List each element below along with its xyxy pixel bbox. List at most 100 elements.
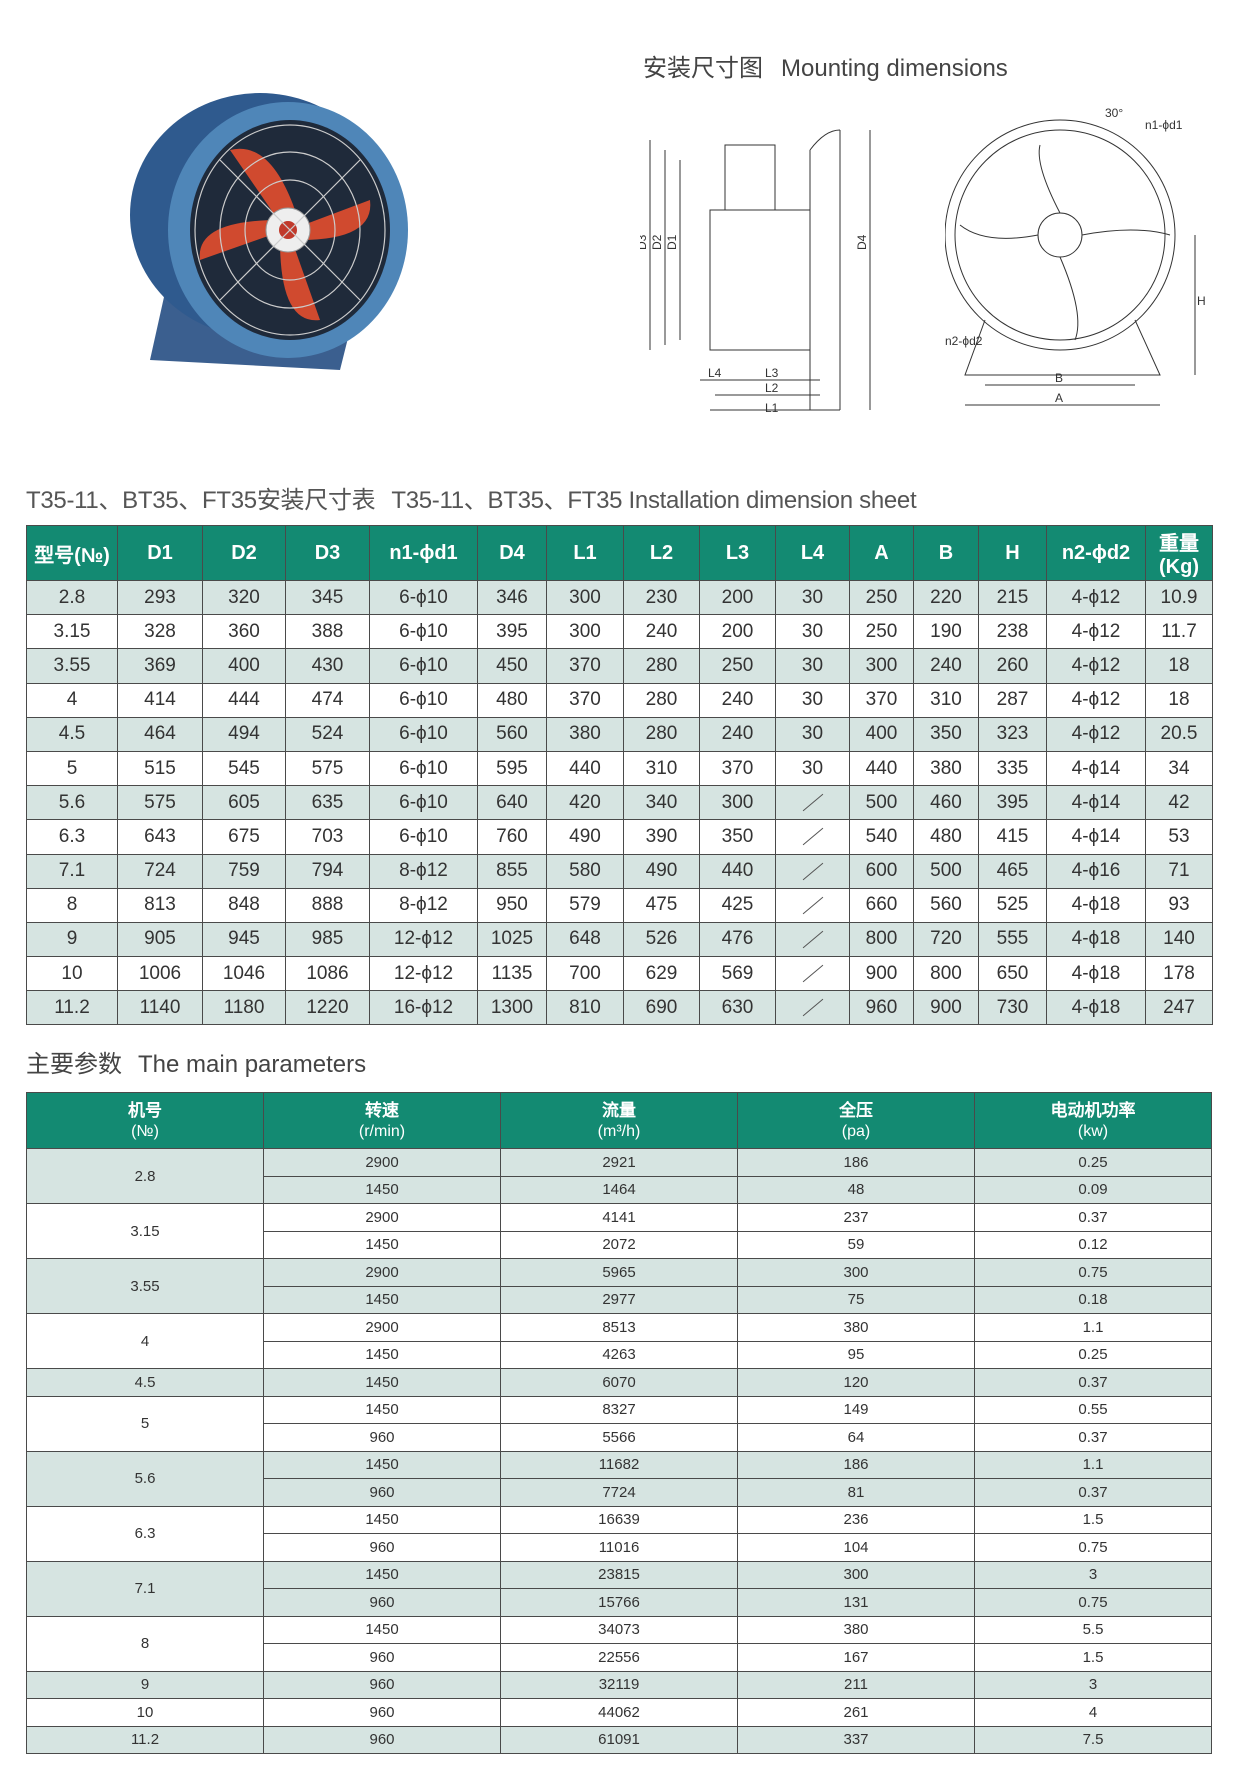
- table-row: 1450 2072 59 0.12: [27, 1230, 1212, 1259]
- table-cell: 540: [849, 819, 914, 855]
- table-cell: 0.75: [974, 1258, 1212, 1287]
- column-header: n1-ϕd1: [369, 525, 478, 581]
- label-l2: L2: [765, 381, 779, 395]
- table-cell: 178: [1145, 956, 1213, 992]
- table-row: 3.15 2900 4141 237 0.37: [26, 1203, 1212, 1259]
- table-cell: 30: [775, 579, 850, 616]
- table-cell: 16-ϕ12: [369, 990, 478, 1026]
- table-cell: 700: [546, 956, 624, 992]
- table-cell: 464: [117, 716, 203, 752]
- table-cell: 515: [117, 750, 203, 787]
- table-cell: 4-ϕ12: [1046, 716, 1146, 752]
- table-cell: 320: [202, 579, 286, 616]
- table-cell: 388: [285, 614, 370, 650]
- header-unit: (№): [131, 1122, 159, 1140]
- column-header: L4: [775, 525, 850, 581]
- table-cell: 34: [1145, 750, 1213, 787]
- table-cell-na: [775, 990, 850, 1026]
- table-cell: 444: [202, 682, 286, 718]
- table-cell: 595: [477, 750, 547, 787]
- table-cell: 888: [285, 887, 370, 923]
- table-cell: 430: [285, 648, 370, 684]
- table-cell: 575: [285, 750, 370, 787]
- table-cell: 1450: [263, 1340, 501, 1369]
- table-cell: 32119: [500, 1670, 738, 1699]
- table-cell: 1450: [263, 1505, 501, 1534]
- table-cell: 23815: [500, 1560, 738, 1589]
- label-n1d1: n1-ϕd1: [1145, 118, 1183, 132]
- table-cell: 475: [623, 887, 700, 923]
- table-cell: 3.15: [26, 614, 118, 650]
- table-cell: 660: [849, 887, 914, 923]
- table-row: 5.6 575 605 635 6-ϕ10 640 420 340 300 500 460 395 4-…: [26, 785, 1213, 821]
- table-cell: 30: [775, 614, 850, 650]
- table-cell: 4-ϕ14: [1046, 819, 1146, 855]
- table-row: 2.8 293 320 345 6-ϕ10 346 300 230 200 30 250 220 215…: [26, 579, 1213, 616]
- table-cell: 380: [737, 1313, 975, 1342]
- table-cell: 370: [849, 682, 914, 718]
- table-row: 7.1 724 759 794 8-ϕ12 855 580 490 440 600 500 465 4-…: [26, 853, 1213, 889]
- table-cell: 200: [699, 614, 776, 650]
- table-cell: 400: [849, 716, 914, 752]
- table-cell: 280: [623, 682, 700, 718]
- column-header: D1: [117, 525, 203, 581]
- label-d3: D3: [640, 234, 649, 250]
- table-row: 3.55 369 400 430 6-ϕ10 450 370 280 250 30 300 240 26…: [26, 648, 1213, 684]
- table-cell: 360: [202, 614, 286, 650]
- table-cell: 18: [1145, 648, 1213, 684]
- header-unit: (m³/h): [597, 1122, 641, 1140]
- table-cell: 1450: [263, 1615, 501, 1644]
- table-cell: 59: [737, 1230, 975, 1259]
- table-cell: 810: [546, 990, 624, 1026]
- table-cell: 6-ϕ10: [369, 648, 478, 684]
- table-cell: 280: [623, 716, 700, 752]
- table-cell: 579: [546, 887, 624, 923]
- table-cell: 545: [202, 750, 286, 787]
- table-cell: 8327: [500, 1395, 738, 1424]
- table-cell: 1.5: [974, 1505, 1212, 1534]
- table-row: 6.3 643 675 703 6-ϕ10 760 490 390 350 540 480 415 4-…: [26, 819, 1213, 855]
- model-number-cell: 7.1: [26, 1560, 264, 1617]
- column-header: H: [978, 525, 1047, 581]
- table-row: 11.2 960 61091 337 7.5: [26, 1725, 1212, 1754]
- table-cell: 190: [913, 614, 979, 650]
- model-number-cell: 9: [26, 1670, 264, 1699]
- table-cell: 104: [737, 1533, 975, 1562]
- table-cell: 4263: [500, 1340, 738, 1369]
- table-cell: 0.12: [974, 1230, 1212, 1259]
- table-cell: 3.55: [26, 648, 118, 684]
- mounting-title-en: Mounting dimensions: [781, 55, 1008, 82]
- table-cell-na: [775, 853, 850, 889]
- table-row: 1450 2977 75 0.18: [27, 1285, 1212, 1314]
- table-row: 960 7724 81 0.37: [27, 1478, 1212, 1507]
- table-cell: 450: [477, 648, 547, 684]
- side-view-diagram: D3 D2 D1 D4 L4 L3 L2 L1: [640, 129, 871, 415]
- table-cell: 5.5: [974, 1615, 1212, 1644]
- header-label: 流量: [602, 1100, 636, 1120]
- column-header: 机号 (№): [26, 1092, 264, 1149]
- table-cell: 1086: [285, 956, 370, 992]
- table-cell: 350: [699, 819, 776, 855]
- table-cell: 440: [699, 853, 776, 889]
- table-cell: 240: [699, 682, 776, 718]
- table-cell: 11016: [500, 1533, 738, 1562]
- table-cell: 2900: [263, 1203, 501, 1232]
- model-number-cell: 10: [26, 1698, 264, 1727]
- table-cell: 555: [978, 921, 1047, 958]
- table-cell: 950: [477, 887, 547, 923]
- table-cell: 960: [849, 990, 914, 1026]
- label-l3: L3: [765, 366, 779, 380]
- table-cell: 340: [623, 785, 700, 821]
- table-cell-na: [775, 921, 850, 958]
- model-number-cell: 4: [26, 1313, 264, 1369]
- table-cell: 4.5: [26, 716, 118, 752]
- header-label: 电动机功率: [1050, 1100, 1136, 1120]
- label-d2: D2: [650, 234, 664, 250]
- table-cell: 240: [699, 716, 776, 752]
- model-number-cell: 2.8: [26, 1148, 264, 1204]
- table-cell: 211: [737, 1670, 975, 1699]
- table-row: 11.2 1140 1180 1220 16-ϕ12 1300 810 690 630 960 90…: [26, 990, 1213, 1026]
- slash-mark: [802, 964, 823, 983]
- column-header: L2: [623, 525, 700, 581]
